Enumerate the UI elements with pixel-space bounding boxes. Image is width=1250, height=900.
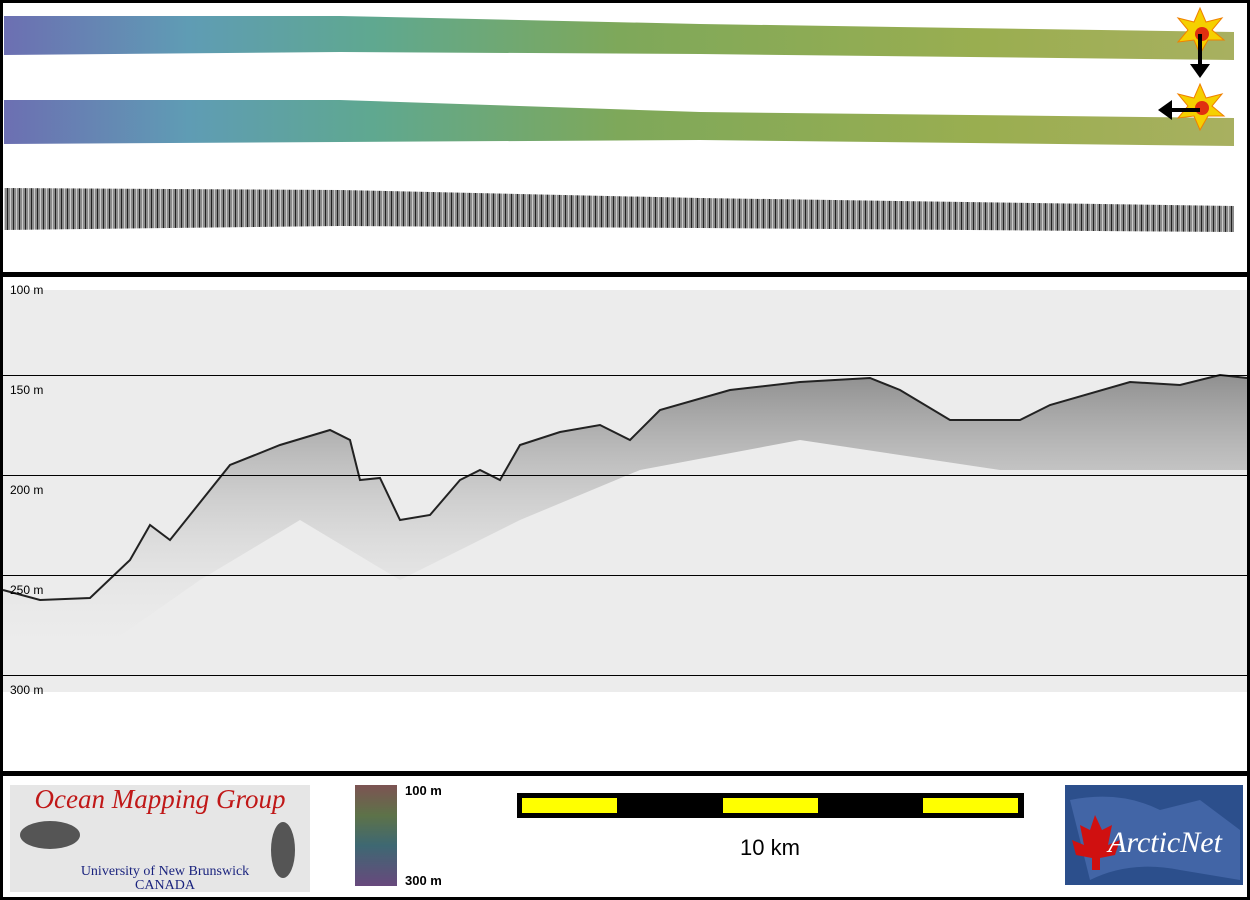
start-marker (1176, 6, 1226, 78)
color-bar: 100 m 300 m (355, 783, 442, 888)
divider (0, 771, 1250, 776)
divider (0, 272, 1250, 277)
swath-bathymetry-2 (4, 100, 1234, 146)
end-marker (1158, 82, 1226, 132)
scale-label: 10 km (740, 835, 800, 860)
swath-backscatter (4, 188, 1234, 232)
scale-bar: 10 km (517, 793, 1024, 860)
logo-right: ArcticNet (1065, 785, 1243, 885)
swath-panel (4, 6, 1234, 232)
depth-label: 100 m (10, 283, 43, 297)
logo-left: Ocean Mapping Group University of New Br… (10, 784, 310, 893)
depth-label: 200 m (10, 483, 43, 497)
swath-bathymetry (4, 16, 1234, 60)
color-bar-label: 300 m (405, 873, 442, 888)
depth-label: 250 m (10, 583, 43, 597)
logo-subtitle: University of New Brunswick (81, 864, 249, 879)
echogram-background (3, 290, 1247, 692)
echo-returns (3, 375, 1247, 660)
logo-title: Ocean Mapping Group (35, 784, 286, 814)
echogram: 100 m 150 m 200 m 250 m 300 m (2, 283, 1248, 697)
logo-text: ArcticNet (1106, 826, 1223, 859)
depth-label: 300 m (10, 683, 43, 697)
color-bar-label: 100 m (405, 783, 442, 798)
logo-country: CANADA (135, 878, 196, 893)
depth-label: 150 m (10, 383, 43, 397)
